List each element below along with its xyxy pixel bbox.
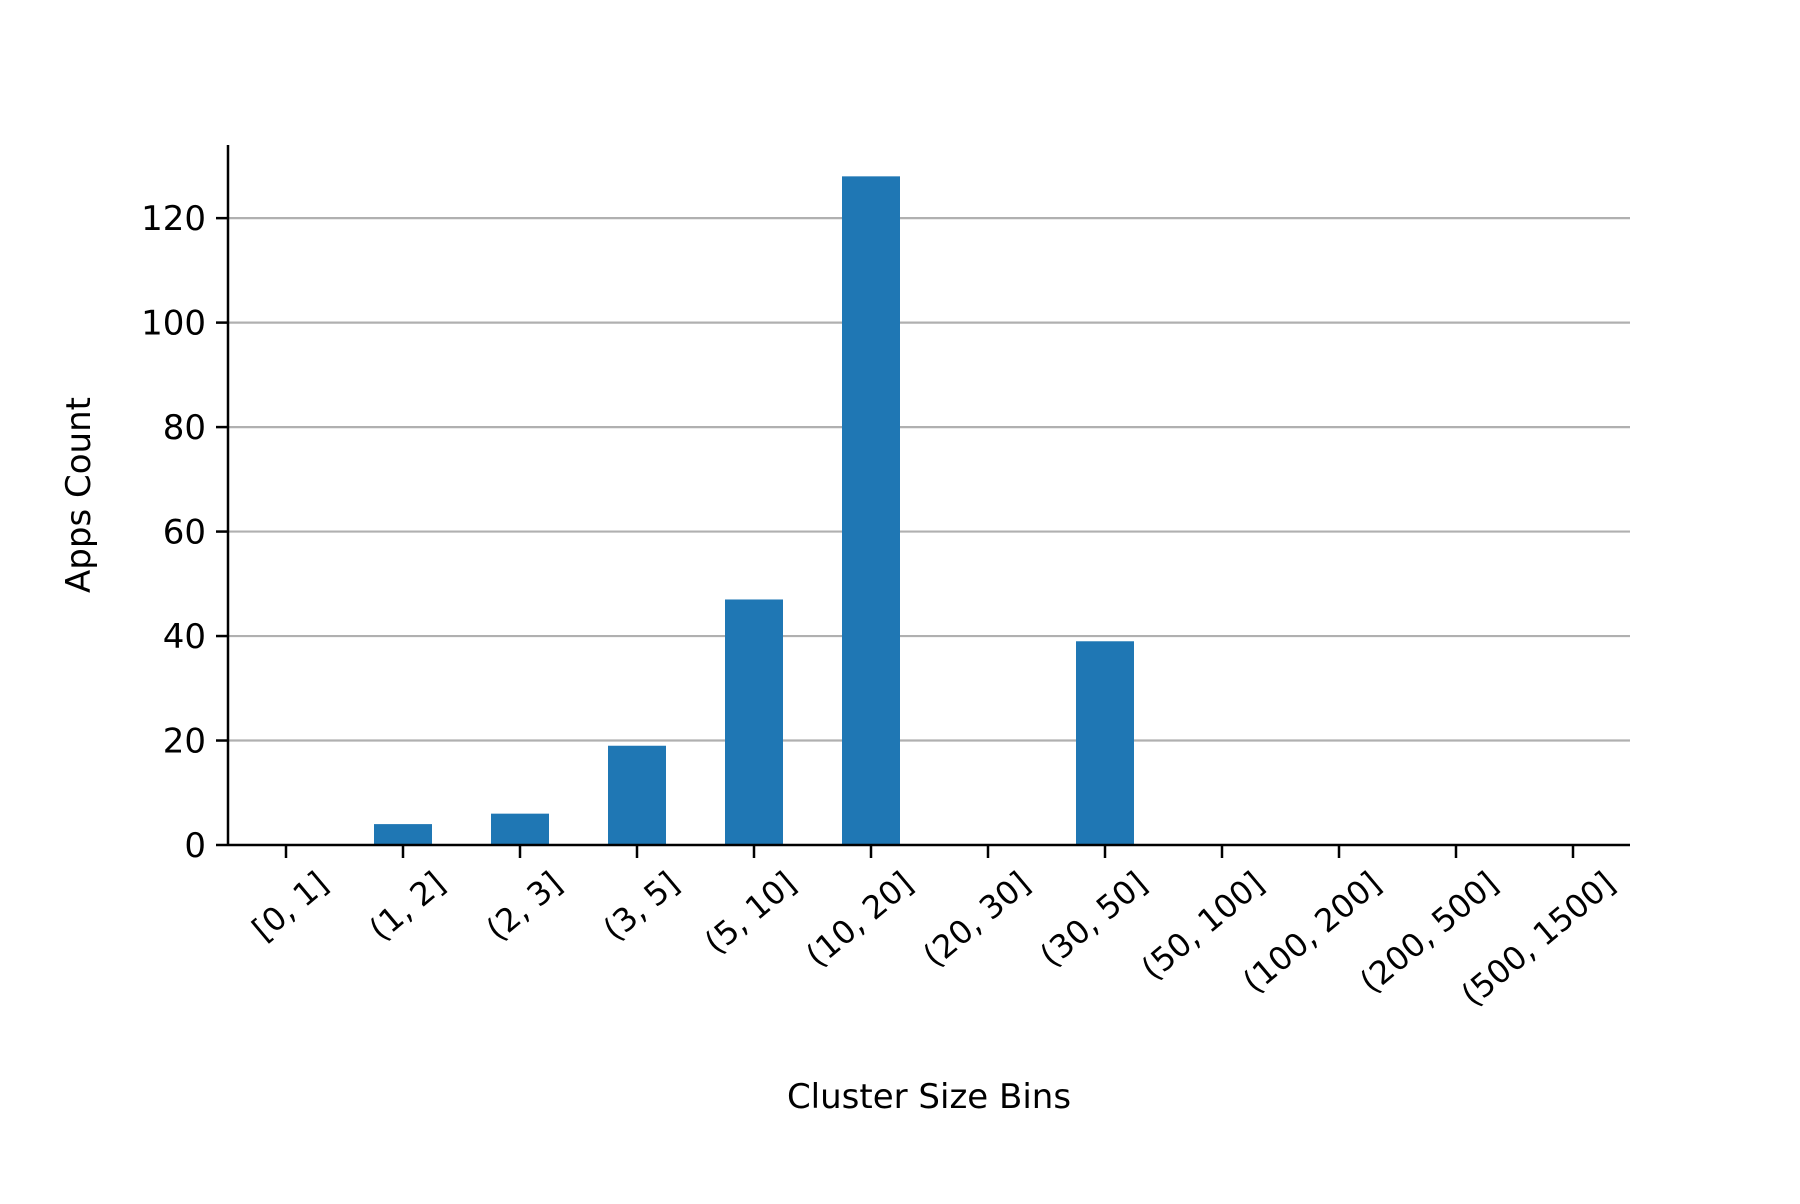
x-axis-label: Cluster Size Bins [787, 1077, 1071, 1117]
y-tick-label-100: 100 [141, 304, 206, 344]
x-tick-label-1: (1, 2] [362, 864, 452, 948]
x-tick-label-2: (2, 3] [479, 864, 569, 948]
y-tick-label-120: 120 [141, 199, 206, 239]
y-tick-label-0: 0 [184, 826, 206, 866]
x-tick-label-5: (10, 20] [799, 864, 921, 975]
x-ticks: [0, 1] (1, 2] (2, 3] (3, 5] (5, 10](10, 20](… [245, 845, 1622, 1014]
y-axis-label: Apps Count [59, 397, 99, 593]
bar-3 [608, 745, 666, 845]
x-tick-label-3: (3, 5] [596, 864, 686, 948]
bar-5 [842, 176, 900, 846]
bar-2 [491, 813, 549, 845]
bar-1 [374, 824, 432, 845]
x-tick-label-4: (5, 10] [697, 864, 803, 961]
bar-4 [725, 599, 783, 845]
y-tick-label-20: 20 [163, 722, 206, 762]
axes [226, 145, 1630, 847]
bar-7 [1076, 641, 1134, 845]
y-tick-label-40: 40 [163, 617, 206, 657]
y-tick-label-60: 60 [163, 513, 206, 553]
bars [374, 176, 1134, 846]
x-tick-label-0: [0, 1] [245, 864, 335, 948]
y-tick-label-80: 80 [163, 408, 206, 448]
grid-lines [228, 217, 1630, 742]
x-tick-label-6: (20, 30] [916, 864, 1038, 975]
y-ticks: 0 20 40 60 80 100 120 [141, 199, 228, 866]
